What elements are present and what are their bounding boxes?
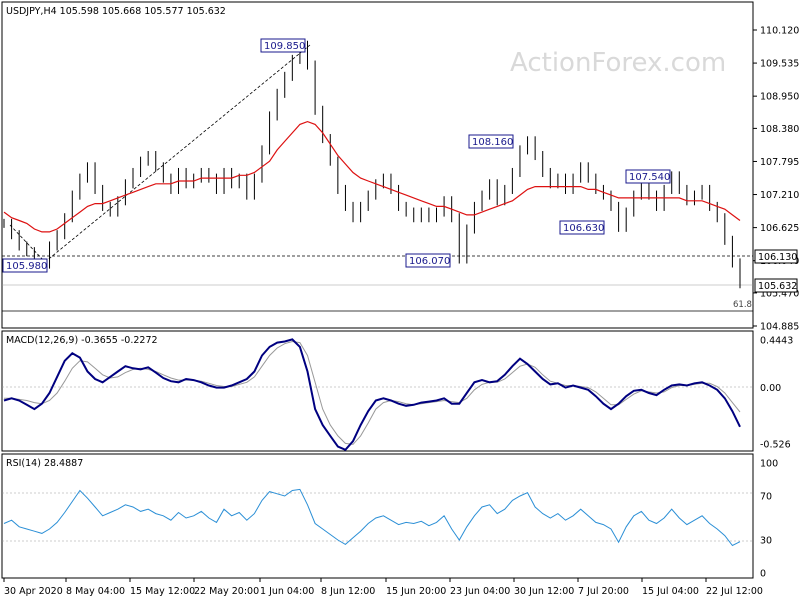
price-tick-label: 104.885 [760, 322, 799, 333]
rsi-tick-label: 70 [760, 492, 772, 503]
annotation-label: 109.850 [264, 41, 305, 52]
price-panel-frame [1, 1, 754, 329]
macd-panel-frame [1, 330, 754, 452]
time-tick-label: 8 May 04:00 [66, 586, 125, 597]
price-tick-label: 108.380 [760, 124, 799, 135]
macd-axis-ticks: 0.4443 0.00 -0.526 [760, 336, 793, 451]
price-tick-label: 107.210 [760, 190, 799, 201]
macd-tick-label: 0.4443 [760, 336, 793, 347]
macd-tick-label: 0.00 [760, 383, 781, 394]
annotation-box [405, 253, 451, 268]
annotation-box [2, 258, 48, 273]
rsi-tick-label: 100 [760, 459, 778, 470]
price-tick-label: 110.120 [760, 26, 799, 37]
trend-dashed-line [44, 44, 311, 263]
rsi-tick-label: 0 [760, 569, 766, 580]
time-tick-label: 15 Jul 04:00 [642, 586, 699, 597]
price-header: USDJPY,H4 105.598 105.668 105.577 105.63… [6, 6, 226, 17]
right-price-box [754, 278, 798, 293]
annotation-box [625, 169, 671, 184]
annotation-label: 108.160 [472, 137, 513, 148]
price-tick-label: 105.470 [760, 288, 799, 299]
macd-line [3, 338, 741, 452]
right-price-labels: 106.130 105.632 [754, 249, 798, 293]
time-tick-label: 22 Jul 12:00 [706, 586, 763, 597]
annotation-label: 106.630 [563, 223, 604, 234]
right-price-label: 105.632 [758, 281, 797, 292]
macd-tick-label: -0.526 [760, 440, 791, 451]
rsi-panel-frame [1, 453, 754, 579]
macd-header: MACD(12,26,9) -0.3655 -0.2272 [6, 335, 158, 346]
time-tick-label: 30 Apr 2020 [4, 586, 63, 597]
right-price-box [754, 249, 798, 264]
watermark: ActionForex.com [510, 48, 726, 78]
annotation-label: 105.980 [6, 261, 47, 272]
price-annotations: 109.850 108.160 107.540 106.630 106.070 105.9… [2, 38, 671, 273]
price-tick-label: 106.625 [760, 223, 799, 234]
rsi-header: RSI(14) 28.4887 [6, 458, 83, 469]
price-tick-label: 108.950 [760, 92, 799, 103]
price-tick-label: 109.535 [760, 59, 799, 70]
rsi-axis-ticks: 100 70 30 0 [760, 459, 778, 580]
annotation-label: 107.540 [629, 172, 670, 183]
time-tick-label: 15 May 12:00 [130, 586, 195, 597]
time-tick-label: 8 Jun 12:00 [321, 586, 375, 597]
annotation-box [559, 220, 605, 235]
annotation-label: 106.070 [409, 256, 450, 267]
time-tick-label: 15 Jun 20:00 [386, 586, 446, 597]
annotation-box [260, 38, 306, 53]
rsi-line [3, 488, 741, 547]
rsi-tick-label: 30 [760, 536, 772, 547]
annotation-box [468, 134, 514, 149]
time-tick-label: 7 Jul 20:00 [578, 586, 629, 597]
moving-average-line [3, 120, 741, 233]
time-tick-label: 1 Jun 04:00 [260, 586, 314, 597]
time-tick-label: 23 Jun 04:00 [450, 586, 510, 597]
right-price-label: 106.130 [758, 252, 797, 263]
time-tick-label: 30 Jun 12:00 [514, 586, 574, 597]
trend-dashed-line-2 [9, 224, 46, 263]
time-tick-label: 22 May 20:00 [194, 586, 259, 597]
fib-618-label: 61.8 [733, 300, 752, 310]
price-tick-label: 107.795 [760, 157, 799, 168]
